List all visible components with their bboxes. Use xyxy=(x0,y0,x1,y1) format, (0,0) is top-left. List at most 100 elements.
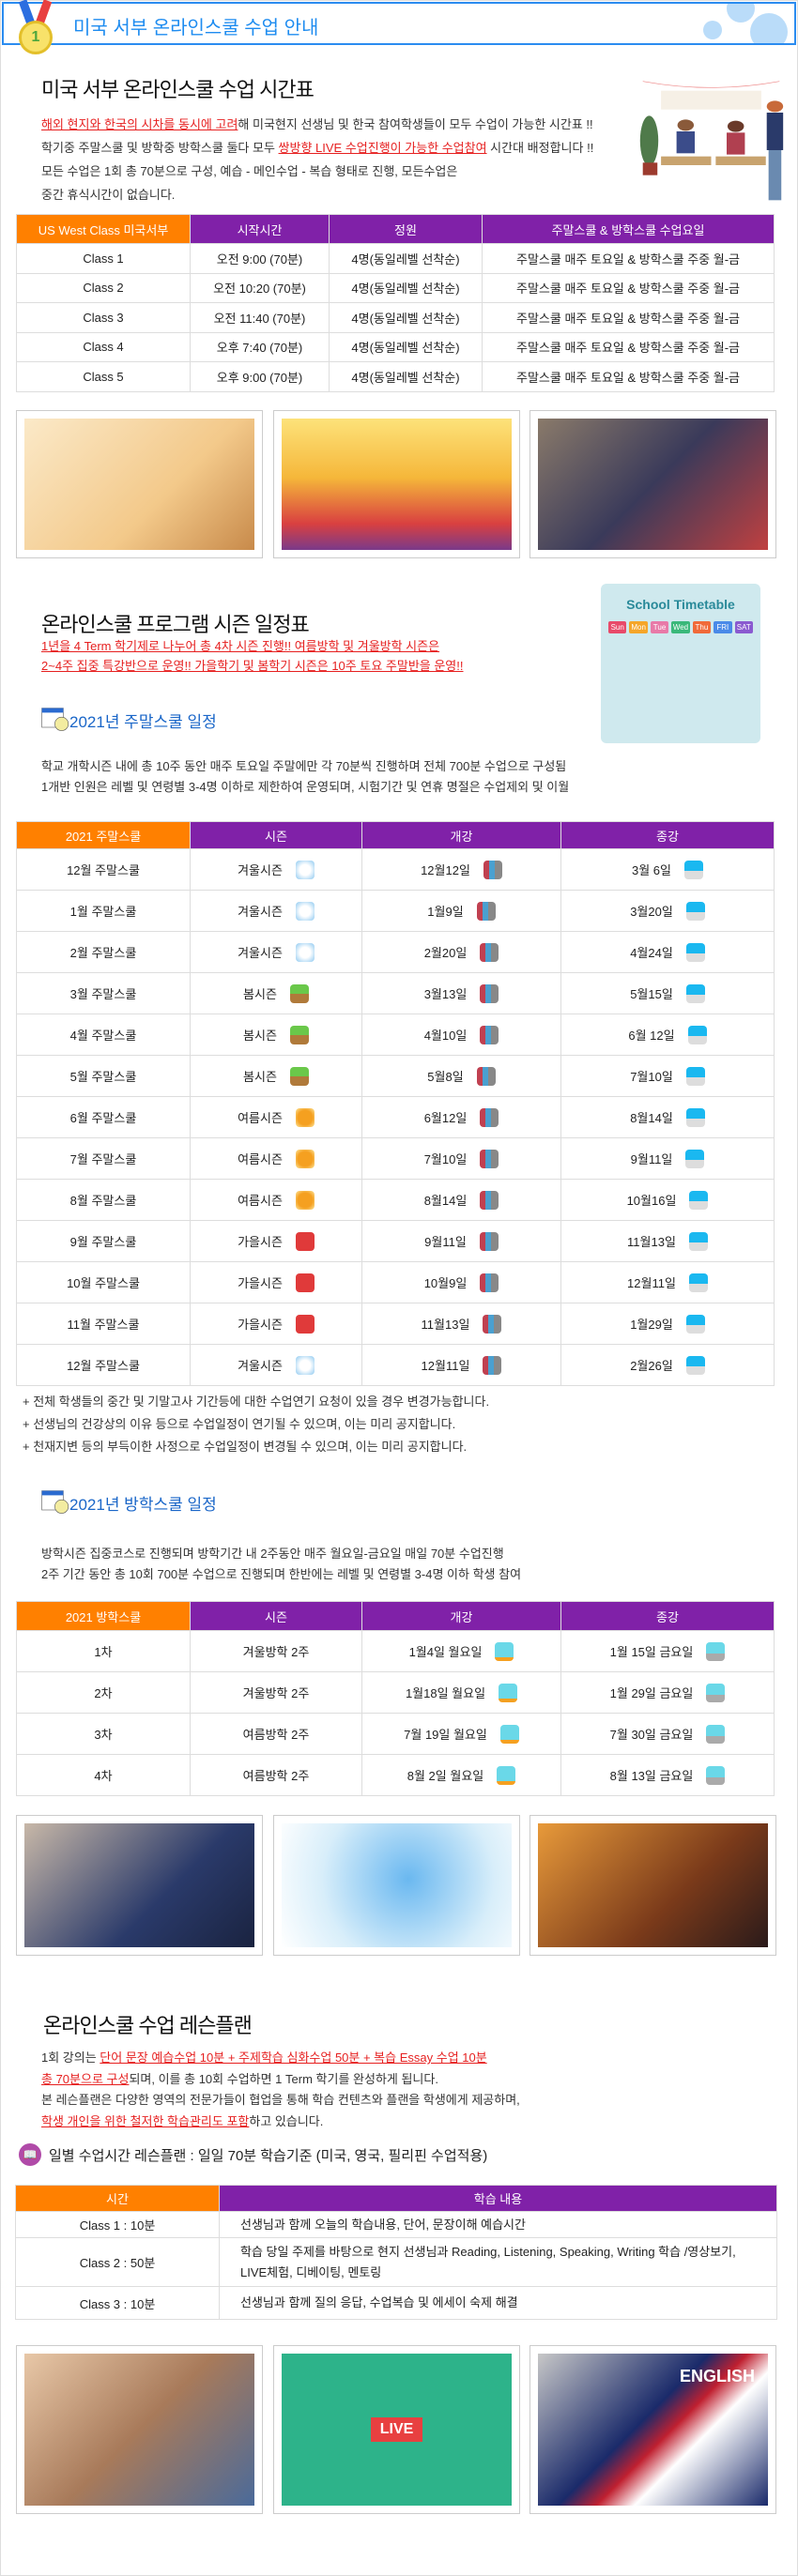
highlight-text: 총 70분으로 구성 xyxy=(41,2071,130,2086)
table-cell: 선생님과 함께 질의 응답, 수업복습 및 에세이 숙제 해결 xyxy=(219,2286,777,2320)
photo-teacher-student xyxy=(16,1815,263,1956)
photo-live-illustration: LIVE xyxy=(273,2345,520,2514)
table-cell: 3월 6일 xyxy=(560,848,775,891)
intro-text: 학기중 주말스쿨 및 방학중 방학스쿨 둘다 모두 xyxy=(41,141,279,155)
column-header: 2021 주말스쿨 xyxy=(16,821,191,849)
edu-computer-icon xyxy=(706,1641,726,1661)
cell-text: 3월13일 xyxy=(423,987,468,1001)
cell-text: 6월12일 xyxy=(423,1111,468,1125)
books-icon xyxy=(476,901,496,921)
cell-text: 2월20일 xyxy=(423,946,468,960)
column-header: US West Class 미국서부 xyxy=(16,214,191,244)
table-cell: 여름방학 2주 xyxy=(190,1713,362,1755)
grade-board-icon xyxy=(499,1683,518,1702)
day-label: Wed xyxy=(671,621,690,633)
table-cell: 1월4일 월요일 xyxy=(361,1630,561,1672)
table-header-row: 2021 방학스쿨 시즌 개강 종강 xyxy=(16,1601,775,1631)
graduation-cap-icon xyxy=(685,1355,705,1375)
cell-text: 봄시즌 xyxy=(243,1070,277,1084)
table-cell: 2월 주말스쿨 xyxy=(16,931,191,973)
season-title: 온라인스쿨 프로그램 시즌 일정표 xyxy=(41,613,310,636)
table-row: Class 1 오전 9:00 (70분) 4명(동일레벨 선착순) 주말스쿨 매주 … xyxy=(16,243,775,274)
table-cell: 선생님과 함께 오늘의 학습내용, 단어, 문장이해 예습시간 xyxy=(219,2211,777,2238)
cell-text: 1월18일 월요일 xyxy=(405,1686,486,1700)
table-cell: 2월20일 xyxy=(361,931,561,973)
timetable-title: 미국 서부 온라인스쿨 수업 시간표 xyxy=(41,78,315,101)
table-cell: 가을시즌 xyxy=(190,1261,362,1303)
table-row: Class 3 오전 11:40 (70분) 4명(동일레벨 선착순) 주말스쿨 매주… xyxy=(16,302,775,333)
intro-text: 모든 수업은 1회 총 70분으로 구성, 예습 - 메인수업 - 복습 형태로… xyxy=(41,164,458,178)
cell-text: 7월 19일 월요일 xyxy=(404,1728,487,1742)
cell-text: 8월14일 xyxy=(630,1111,673,1125)
books-icon xyxy=(480,1273,499,1292)
books-icon xyxy=(480,983,499,1003)
table-cell: Class 1 : 10분 xyxy=(15,2211,220,2238)
day-label: FRI xyxy=(714,621,732,633)
winter-snowman-icon xyxy=(295,860,315,879)
table-cell: 1월 15일 금요일 xyxy=(560,1630,775,1672)
vacation-schedule-title: 2021년 방학스쿨 일정 xyxy=(69,1496,217,1514)
graduation-cap-icon xyxy=(685,1314,705,1334)
cell-text: 1월29일 xyxy=(630,1318,673,1332)
table-cell: 여름시즌 xyxy=(190,1179,362,1221)
cell-text: 4월24일 xyxy=(630,946,673,960)
cell-text: 8월 13일 금요일 xyxy=(609,1769,694,1783)
books-icon xyxy=(476,1066,496,1086)
winter-snowman-icon xyxy=(295,942,315,962)
cell-text: 4월10일 xyxy=(423,1029,468,1043)
table-row: Class 2 오전 10:20 (70분) 4명(동일레벨 선착순) 주말스쿨 매주… xyxy=(16,272,775,303)
column-header: 시간 xyxy=(15,2185,220,2212)
table-cell: 2차 xyxy=(16,1671,191,1714)
graduation-cap-icon xyxy=(689,1190,709,1210)
book-icon: 📖 xyxy=(19,2143,41,2166)
table-cell: 12월11일 xyxy=(560,1261,775,1303)
table-row: 4차 여름방학 2주 8월 2일 월요일 8월 13일 금요일 xyxy=(16,1754,775,1796)
autumn-maple-leaf-icon xyxy=(295,1314,315,1334)
classroom-illustration xyxy=(639,81,784,201)
table-cell: 1월 주말스쿨 xyxy=(16,890,191,932)
table-cell: 5월15일 xyxy=(560,972,775,1014)
photo-students-group xyxy=(529,1815,776,1956)
photo-kids-laptop xyxy=(16,2345,263,2514)
cell-text: 겨울시즌 xyxy=(238,946,283,960)
cell-text: 가을시즌 xyxy=(238,1276,283,1290)
cell-text: 8월 2일 월요일 xyxy=(407,1769,484,1783)
spring-sprout-icon xyxy=(289,1066,309,1086)
cell-text: 9월11일 xyxy=(630,1152,673,1166)
table-cell: 1월 29일 금요일 xyxy=(560,1671,775,1714)
summer-sun-icon xyxy=(295,1190,315,1210)
school-timetable-illustration: School Timetable Sun Mon Tue Wed Thu FRI SAT xyxy=(601,584,760,743)
live-badge: LIVE xyxy=(370,2417,423,2442)
grade-board-icon xyxy=(497,1765,516,1785)
autumn-maple-leaf-icon xyxy=(295,1231,315,1251)
day-label: Mon xyxy=(629,621,648,633)
table-cell: 10월16일 xyxy=(560,1179,775,1221)
table-cell: 3월 주말스쿨 xyxy=(16,972,191,1014)
highlight-text: 단어 문장 예습수업 10분 + 주제학습 심화수업 50분 + 복습 Essa… xyxy=(100,2050,487,2065)
table-cell: 여름방학 2주 xyxy=(190,1754,362,1796)
edu-computer-icon xyxy=(706,1724,726,1744)
table-cell: 겨울시즌 xyxy=(190,931,362,973)
highlight-text: 2~4주 집중 특강반으로 운영!! 가을학기 및 봄학기 시즌은 10주 토요… xyxy=(41,659,464,673)
table-cell: 7월10일 xyxy=(361,1137,561,1180)
season-description: 1년을 4 Term 학기제로 나누어 총 4차 시즌 진행!! 여름방학 및 … xyxy=(41,636,464,676)
table-cell: 봄시즌 xyxy=(190,1055,362,1097)
english-text: ENGLISH xyxy=(679,2367,755,2385)
table-cell: 1월18일 월요일 xyxy=(361,1671,561,1714)
table-cell: 10월 주말스쿨 xyxy=(16,1261,191,1303)
table-cell: 7월10일 xyxy=(560,1055,775,1097)
desc-text: 되며, 이를 총 10회 수업하면 1 Term 학기를 완성하게 됩니다. xyxy=(129,2071,438,2086)
cell-text: 1월4일 월요일 xyxy=(408,1645,483,1659)
table-row: Class 5 오후 9:00 (70분) 4명(동일레벨 선착순) 주말스쿨 매주 … xyxy=(16,361,775,392)
table-cell: 8월 주말스쿨 xyxy=(16,1179,191,1221)
column-header: 정원 xyxy=(329,214,483,244)
table-cell: 1차 xyxy=(16,1630,191,1672)
cell-text: 6월 12일 xyxy=(628,1029,675,1043)
table-cell: Class 3 xyxy=(16,302,191,333)
table-row: 1월 주말스쿨 겨울시즌 1월9일 3월20일 xyxy=(16,890,775,932)
books-icon xyxy=(483,1314,502,1334)
table-cell: 오후 7:40 (70분) xyxy=(190,331,330,362)
calendar-clock-icon xyxy=(41,1490,69,1514)
column-header: 종강 xyxy=(560,821,775,849)
table-row: 5월 주말스쿨 봄시즌 5월8일 7월10일 xyxy=(16,1055,775,1097)
